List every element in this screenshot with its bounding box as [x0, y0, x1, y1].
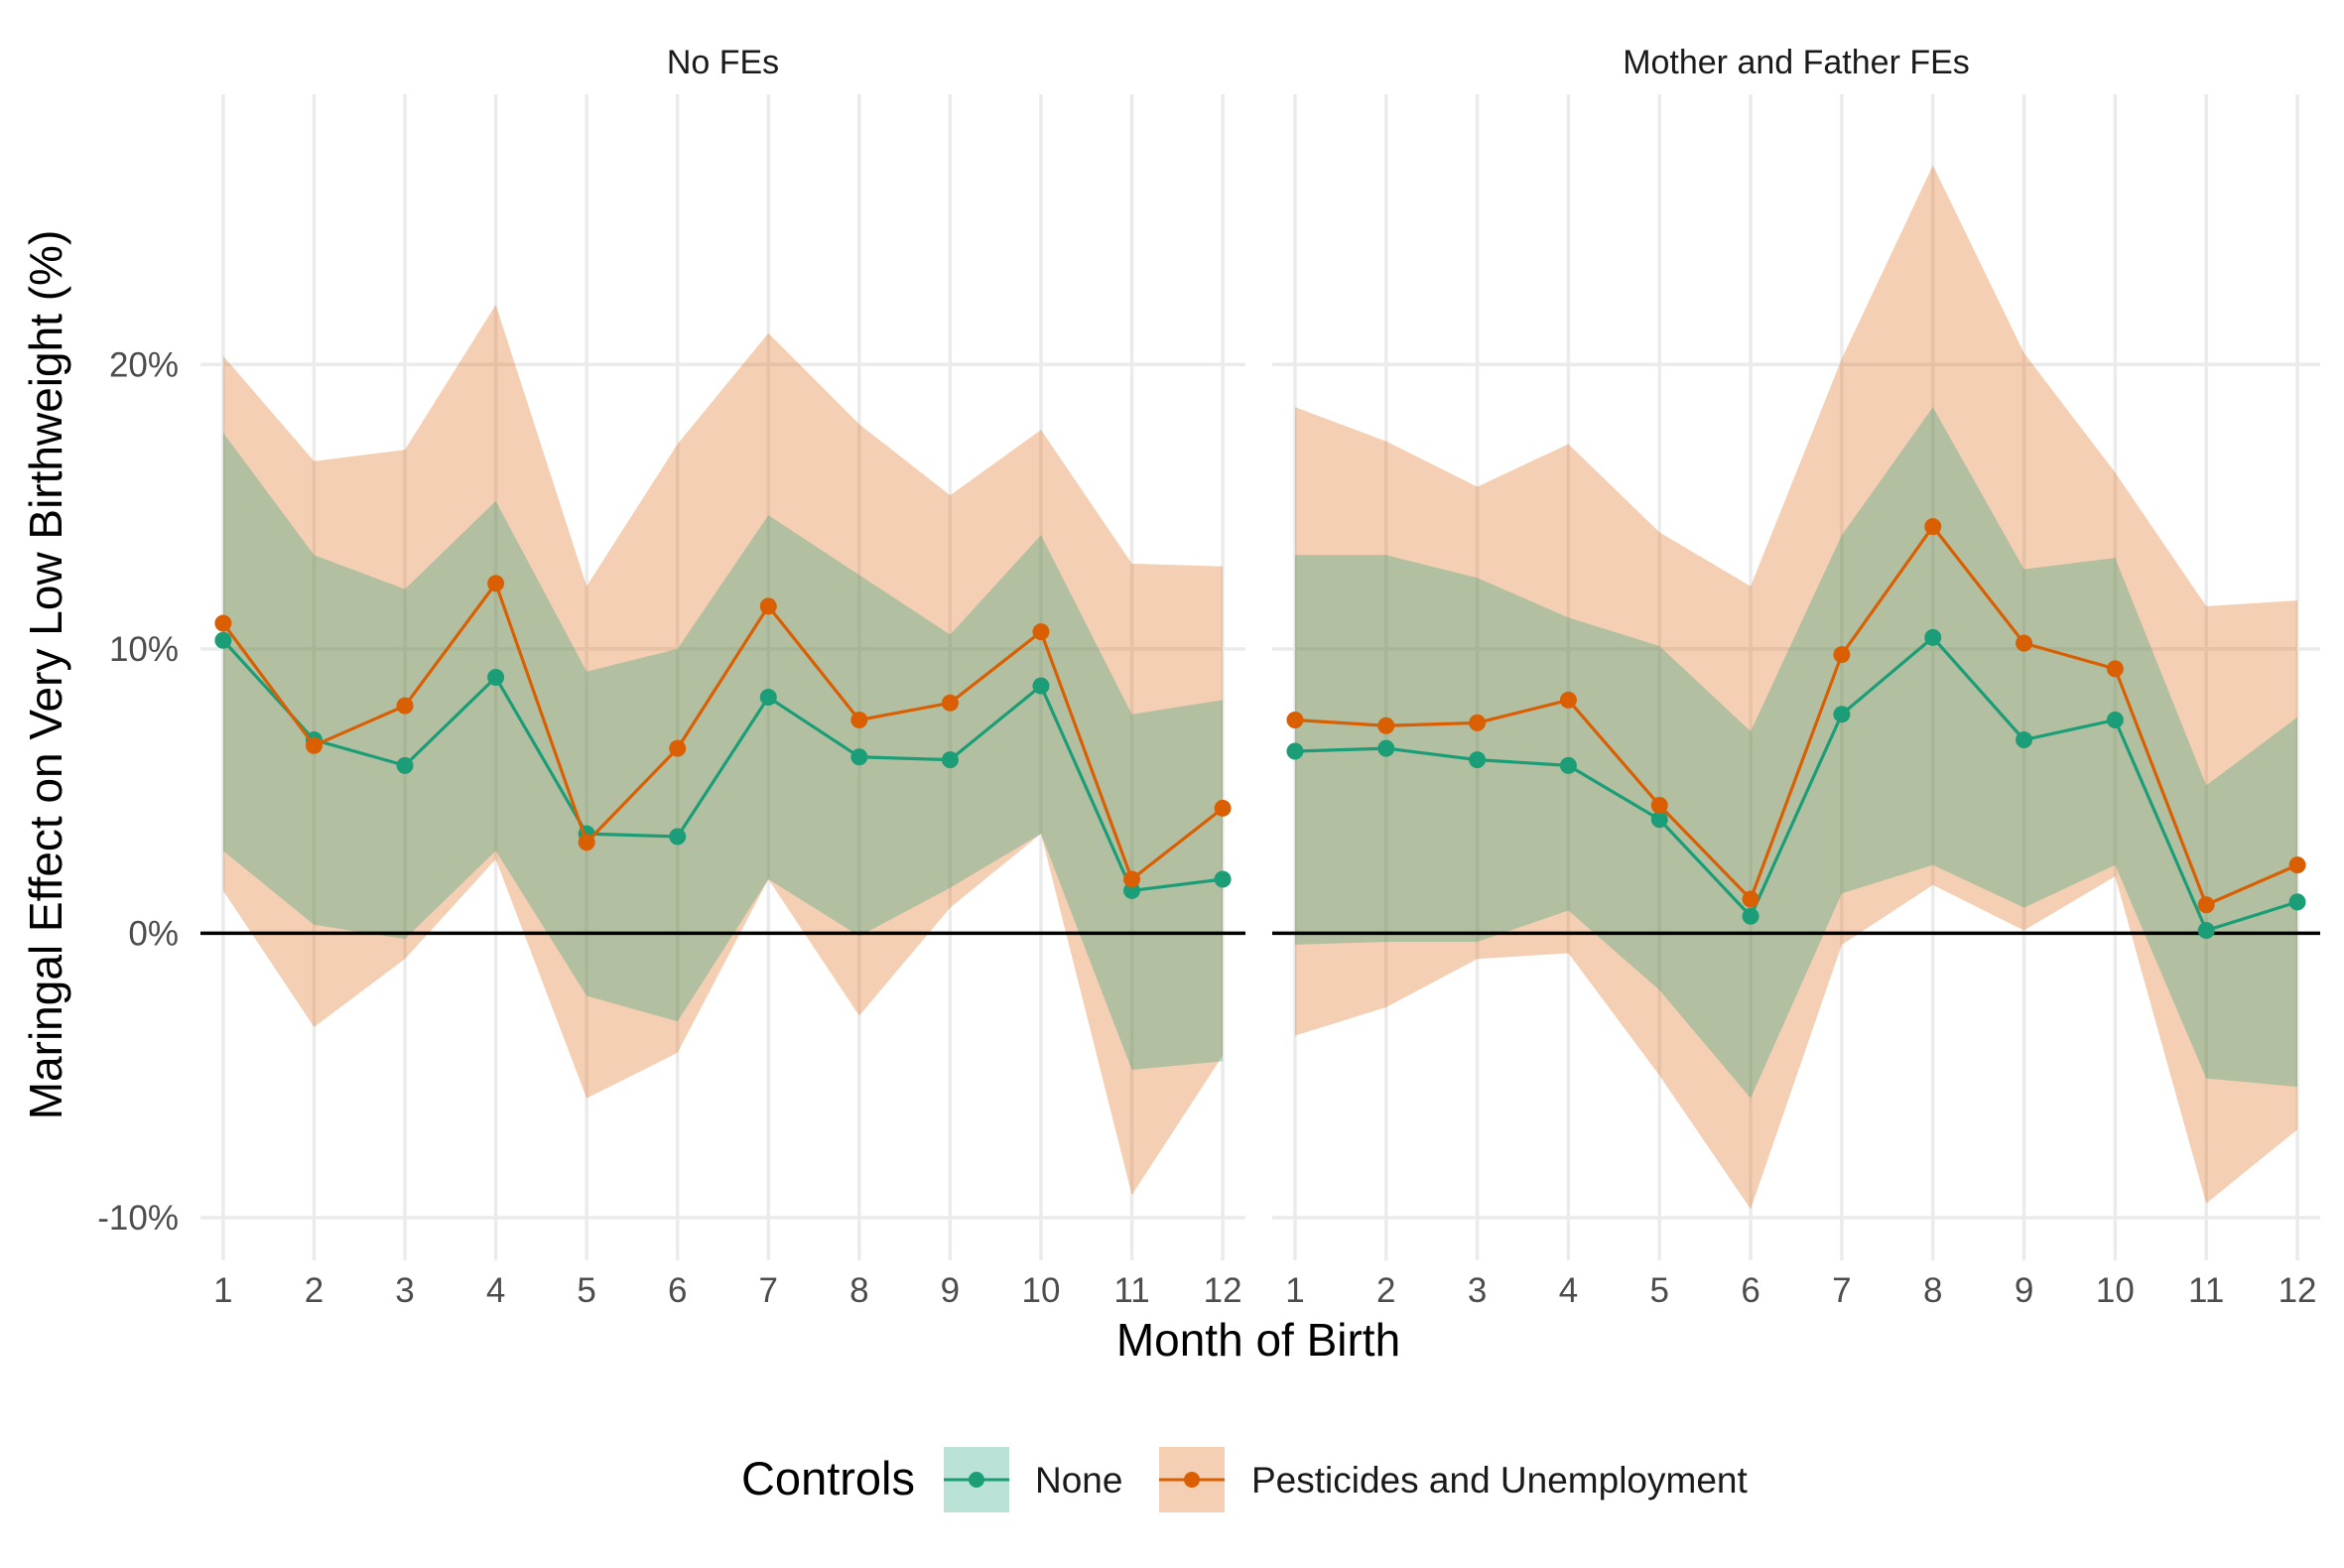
x-tick-label: 3 — [1468, 1271, 1487, 1310]
x-tick-label: 5 — [577, 1271, 595, 1310]
data-point — [1032, 623, 1050, 641]
x-tick-label: 2 — [1376, 1271, 1395, 1310]
y-tick-label: -10% — [97, 1199, 179, 1238]
data-point — [2106, 711, 2124, 728]
data-point — [578, 834, 595, 851]
data-point — [1650, 811, 1668, 829]
data-point — [759, 597, 777, 615]
data-point — [850, 711, 868, 728]
ci-ribbon-none — [222, 433, 1224, 1070]
x-tick-label: 10 — [1022, 1271, 1061, 1310]
data-point — [2197, 896, 2215, 914]
x-tick-label: 5 — [1650, 1271, 1669, 1310]
y-tick-label: 10% — [109, 630, 179, 669]
x-tick-label: 1 — [1285, 1271, 1304, 1310]
x-tick-label: 7 — [1832, 1271, 1851, 1310]
x-tick-label: 4 — [486, 1271, 505, 1310]
x-tick-label: 11 — [2188, 1271, 2224, 1310]
data-point — [1377, 717, 1395, 734]
panel-title: Mother and Father FEs — [1623, 44, 1970, 81]
x-tick-label: 8 — [849, 1271, 868, 1310]
data-point — [214, 631, 232, 649]
x-tick-label: 9 — [2015, 1271, 2033, 1310]
data-point — [1286, 711, 1304, 728]
data-point — [2288, 856, 2306, 874]
y-axis-title: Maringal Effect on Very Low Birthweight … — [20, 230, 71, 1120]
data-point — [669, 828, 687, 846]
x-tick-label: 9 — [941, 1271, 960, 1310]
data-point — [2197, 922, 2215, 940]
data-point — [396, 697, 414, 715]
legend-title: Controls — [741, 1452, 915, 1504]
data-point — [759, 689, 777, 707]
data-point — [1377, 739, 1395, 757]
panel-title: No FEs — [667, 44, 779, 81]
data-point — [1469, 714, 1487, 731]
legend: Controls None Pesticides and Unemploymen… — [741, 1447, 1748, 1512]
data-point — [1559, 691, 1577, 709]
x-tick-label: 12 — [1204, 1271, 1242, 1310]
ci-ribbon-pesticides — [1294, 165, 2298, 1210]
data-point — [2288, 893, 2306, 911]
x-tick-label: 10 — [2096, 1271, 2135, 1310]
x-tick-label: 11 — [1113, 1271, 1149, 1310]
data-point — [1924, 518, 1942, 536]
data-point — [1833, 646, 1851, 664]
series-line-pesticides — [1294, 523, 2298, 907]
y-tick-label: 0% — [128, 914, 179, 953]
ci-ribbon-none — [1294, 407, 2298, 1099]
series-line-pesticides — [221, 580, 1225, 882]
data-point — [1559, 756, 1577, 774]
legend-key-pesticides — [1159, 1447, 1225, 1512]
data-point — [1469, 751, 1487, 769]
legend-key-none — [944, 1447, 1009, 1512]
data-point — [1742, 890, 1759, 908]
x-tick-label: 6 — [1741, 1271, 1759, 1310]
data-point — [2016, 634, 2033, 652]
data-point — [1286, 742, 1304, 760]
data-point — [1032, 677, 1050, 695]
data-point — [396, 756, 414, 774]
x-axis-title: Month of Birth — [1116, 1314, 1400, 1366]
data-point — [1214, 870, 1232, 888]
legend-label-pesticides: Pesticides and Unemployment — [1251, 1460, 1748, 1501]
data-point — [214, 614, 232, 632]
x-tick-label: 8 — [1923, 1271, 1942, 1310]
data-point — [487, 669, 505, 686]
x-tick-label: 7 — [759, 1271, 778, 1310]
data-point — [1650, 796, 1668, 814]
x-tick-label: 2 — [305, 1271, 324, 1310]
x-tick-label: 1 — [213, 1271, 232, 1310]
y-tick-label: 20% — [109, 345, 179, 384]
data-point — [941, 751, 959, 769]
series-line-none — [1294, 635, 2298, 933]
data-point — [1742, 907, 1759, 925]
data-point — [1924, 628, 1942, 646]
x-tick-label: 6 — [668, 1271, 687, 1310]
data-point — [2016, 731, 2033, 749]
x-tick-label: 3 — [395, 1271, 414, 1310]
data-point — [1833, 706, 1851, 723]
legend-label-none: None — [1035, 1460, 1122, 1501]
data-point — [487, 575, 505, 592]
data-point — [2106, 660, 2124, 678]
data-point — [305, 736, 323, 754]
x-tick-label: 12 — [2279, 1271, 2317, 1310]
data-point — [669, 739, 687, 757]
x-tick-label: 4 — [1559, 1271, 1578, 1310]
data-point — [1123, 870, 1141, 888]
data-point — [941, 694, 959, 712]
data-point — [1214, 799, 1232, 817]
ci-ribbon-pesticides — [222, 305, 1224, 1196]
data-point — [850, 748, 868, 766]
series-line-none — [221, 639, 1224, 893]
